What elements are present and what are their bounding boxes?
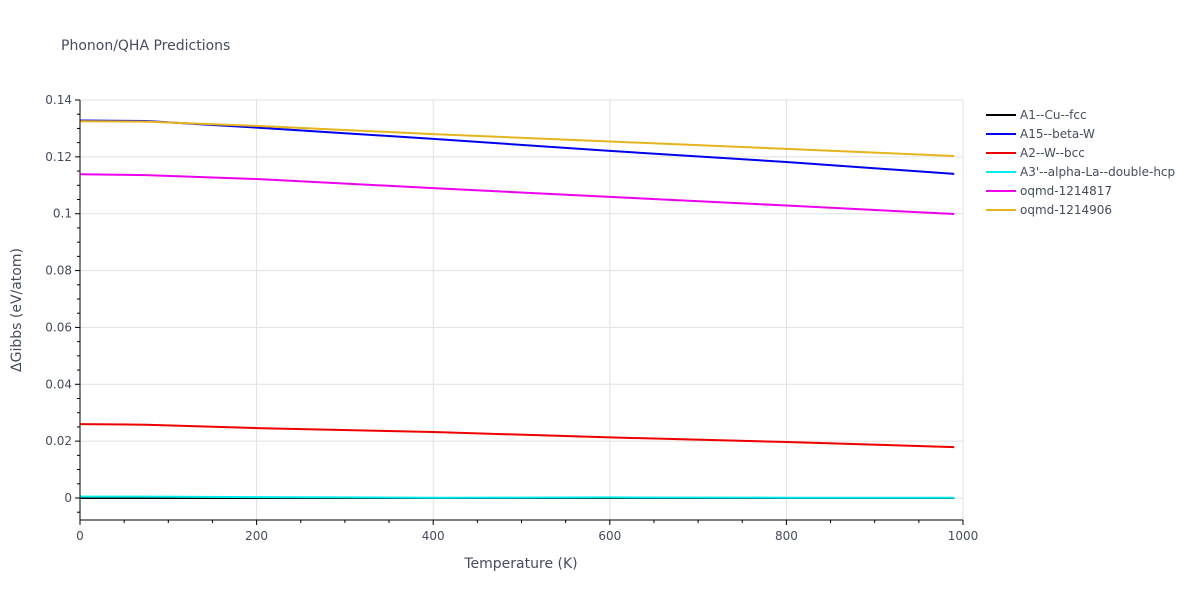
y-tick-label: 0 (64, 491, 72, 505)
y-axis-title: ΔGibbs (eV/atom) (9, 248, 25, 372)
y-tick-label: 0.06 (45, 320, 72, 334)
legend-item[interactable]: A2--W--bcc (986, 146, 1085, 160)
y-tick-label: 0.12 (45, 150, 72, 164)
series-line-a2-w-bcc[interactable] (79, 423, 955, 449)
series-line-oqmd-1214817[interactable] (79, 173, 955, 215)
legend-item[interactable]: A15--beta-W (986, 127, 1095, 141)
axes: 0 0.02 0.04 0.06 0.08 0.1 0.12 0.14 0 200 400 600 80… (45, 93, 978, 543)
legend-label: oqmd-1214906 (1020, 203, 1112, 217)
legend-label: A2--W--bcc (1020, 146, 1085, 160)
legend-item[interactable]: A3'--alpha-La--double-hcp (986, 165, 1175, 179)
plot-area[interactable] (79, 119, 955, 499)
legend-label: A1--Cu--fcc (1020, 108, 1087, 122)
x-tick-label: 1000 (948, 529, 979, 543)
legend-label: oqmd-1214817 (1020, 184, 1112, 198)
legend-label: A3'--alpha-La--double-hcp (1020, 165, 1175, 179)
x-tick-label: 400 (422, 529, 445, 543)
series-line-oqmd-1214906[interactable] (79, 120, 955, 157)
y-tick-label: 0.14 (45, 93, 72, 107)
x-tick-label: 0 (76, 529, 84, 543)
legend-label: A15--beta-W (1020, 127, 1095, 141)
x-tick-label: 600 (598, 529, 621, 543)
x-tick-label: 800 (775, 529, 798, 543)
series-line-a15-beta-w[interactable] (79, 119, 955, 175)
chart-title: Phonon/QHA Predictions (61, 38, 230, 54)
gridlines (80, 99, 964, 520)
y-tick-label: 0.1 (53, 207, 72, 221)
x-axis-title: Temperature (K) (463, 556, 577, 572)
legend-item[interactable]: oqmd-1214906 (986, 203, 1112, 217)
y-tick-label: 0.04 (45, 377, 72, 391)
y-tick-label: 0.08 (45, 264, 72, 278)
y-tick-label: 0.02 (45, 434, 72, 448)
series-line-a3-alpha-la-double-hcp[interactable] (80, 495, 955, 499)
legend-item[interactable]: A1--Cu--fcc (986, 108, 1087, 122)
legend[interactable]: A1--Cu--fcc A15--beta-W A2--W--bcc A3'--alp… (986, 108, 1175, 217)
x-tick-label: 200 (245, 529, 268, 543)
legend-item[interactable]: oqmd-1214817 (986, 184, 1112, 198)
